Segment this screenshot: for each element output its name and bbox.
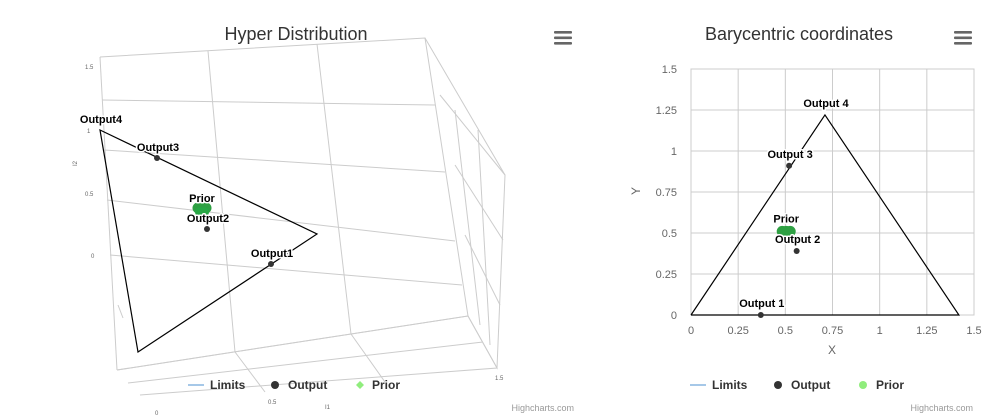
hyper-distribution-svg: Hyper Distribution bbox=[73, 24, 576, 417]
hyper-output3-point[interactable] bbox=[154, 155, 160, 161]
barycentric-legend-output-text: Output bbox=[791, 378, 830, 392]
hyper-legend-prior-icon bbox=[356, 381, 364, 389]
barycentric-title: Barycentric coordinates bbox=[705, 24, 893, 44]
y-tick-label-2: 0.5 bbox=[662, 228, 677, 240]
hyper-xlabel: I1 bbox=[325, 405, 331, 411]
x-tick-label-2: 0.5 bbox=[778, 325, 793, 337]
hyper-output2-label: Output2 bbox=[187, 213, 229, 225]
x-tick-label-5: 1.25 bbox=[916, 325, 937, 337]
right-wall-outline bbox=[424, 37, 506, 370]
hyper-ytick-1: 1 bbox=[87, 129, 91, 135]
barycentric-legend: Limits Output Prior bbox=[690, 378, 904, 392]
hyper-ylabel: I2 bbox=[73, 160, 79, 166]
hyper-limits-triangle bbox=[99, 128, 319, 354]
floor-line-3 bbox=[127, 341, 484, 384]
barycentric-chart: Barycentric coordinates 0 0.25 0.5 0.75 1 1.2… bbox=[629, 0, 1005, 419]
hyper-xtick-0: 0 bbox=[155, 411, 159, 417]
x-tick-label-6: 1.5 bbox=[966, 325, 981, 337]
hyper-xtick-1-5: 1.5 bbox=[495, 376, 504, 382]
hyper-ytick-1-5: 1.5 bbox=[85, 65, 94, 71]
right-wall-diag-2 bbox=[454, 164, 504, 241]
x-tick-label-1: 0.25 bbox=[727, 325, 748, 337]
back-wall-hline-4 bbox=[109, 254, 463, 286]
back-wall-left-edge bbox=[99, 56, 118, 371]
right-wall-diag-1 bbox=[439, 94, 506, 176]
right-wall-vline-2 bbox=[477, 129, 491, 346]
floor-line-2 bbox=[350, 333, 386, 383]
hyper-legend-prior-text: Prior bbox=[372, 378, 400, 392]
barycentric-menu-icon[interactable] bbox=[950, 28, 976, 48]
y-tick-label-1: 0.25 bbox=[656, 269, 677, 281]
output-label-1: Output 1 bbox=[739, 298, 784, 310]
back-wall-vline-2 bbox=[316, 43, 352, 335]
barycentric-plot: 0 0.25 0.5 0.75 1 1.25 1.5 0 0.25 0.5 0.75 1 1.25 1.5… bbox=[656, 64, 982, 337]
prior-label: Prior bbox=[773, 213, 799, 225]
hyper-distribution-title: Hyper Distribution bbox=[224, 24, 367, 44]
hyper-legend-limits-text: Limits bbox=[210, 378, 246, 392]
barycentric-ylabel: Y bbox=[629, 187, 643, 195]
hyper-legend: Limits Output Prior bbox=[188, 378, 400, 392]
hyper-output4-label: Output4 bbox=[80, 114, 123, 126]
hyper-output3-label: Output3 bbox=[137, 142, 179, 154]
output-point-1[interactable] bbox=[757, 312, 764, 318]
barycentric-legend-output-icon bbox=[774, 381, 782, 389]
barycentric-svg: Barycentric coordinates 0 0.25 0.5 0.75 1 1.2… bbox=[629, 24, 982, 413]
hyper-legend-output[interactable]: Output bbox=[271, 378, 327, 392]
output-point-2[interactable] bbox=[793, 248, 800, 255]
hyper-prior-cluster[interactable] bbox=[192, 202, 212, 218]
output-label-4: Output 4 bbox=[803, 98, 849, 110]
y-tick-label-0: 0 bbox=[671, 310, 677, 322]
barycentric-xlabel: X bbox=[828, 343, 836, 357]
barycentric-legend-prior-icon bbox=[859, 381, 867, 389]
x-tick-label-0: 0 bbox=[688, 325, 694, 337]
right-wall-vline-1 bbox=[454, 109, 481, 326]
barycentric-legend-limits[interactable]: Limits bbox=[690, 378, 748, 392]
y-tick-label-5: 1.25 bbox=[656, 105, 677, 117]
y-tick-label-3: 0.75 bbox=[656, 187, 677, 199]
x-tick-label-3: 0.75 bbox=[822, 325, 843, 337]
right-wall-diag-3 bbox=[464, 234, 501, 306]
back-wall-outline bbox=[99, 37, 469, 371]
x-tick-label-4: 1 bbox=[877, 325, 883, 337]
output-point-3[interactable] bbox=[786, 162, 793, 169]
back-wall-hline-3 bbox=[106, 199, 456, 242]
hyper-grid bbox=[99, 37, 506, 396]
hyper-ytick-0: 0 bbox=[91, 254, 95, 260]
hyper-output1-point[interactable] bbox=[268, 261, 274, 267]
hyper-xtick-0-5: 0.5 bbox=[268, 400, 277, 406]
hyper-prior-point-5 bbox=[199, 207, 209, 217]
limits-triangle bbox=[690, 113, 961, 316]
output-label-2: Output 2 bbox=[775, 234, 820, 246]
hyper-menu-icon[interactable] bbox=[550, 28, 576, 48]
hyper-legend-output-icon bbox=[271, 381, 279, 389]
output-label-3: Output 3 bbox=[767, 149, 812, 161]
back-wall-hline-2 bbox=[103, 149, 446, 173]
hyper-legend-prior[interactable]: Prior bbox=[356, 378, 400, 392]
back-wall-hline-1 bbox=[101, 99, 436, 106]
barycentric-legend-limits-text: Limits bbox=[712, 378, 748, 392]
barycentric-credits[interactable]: Highcharts.com bbox=[910, 403, 973, 413]
hyper-legend-output-text: Output bbox=[288, 378, 327, 392]
hyper-output1-label: Output1 bbox=[251, 248, 293, 260]
barycentric-legend-prior[interactable]: Prior bbox=[859, 378, 904, 392]
hyper-output2-point[interactable] bbox=[204, 226, 210, 232]
barycentric-legend-output[interactable]: Output bbox=[774, 378, 830, 392]
y-tick-label-6: 1.5 bbox=[662, 64, 677, 76]
hyper-prior-label: Prior bbox=[189, 193, 215, 205]
prior-point-5[interactable] bbox=[782, 226, 794, 238]
y-tick-label-4: 1 bbox=[671, 146, 677, 158]
hyper-ytick-0-5: 0.5 bbox=[85, 192, 94, 198]
barycentric-legend-prior-text: Prior bbox=[876, 378, 904, 392]
hyper-legend-limits[interactable]: Limits bbox=[188, 378, 246, 392]
hyper-distribution-chart: Hyper Distribution bbox=[73, 24, 576, 417]
floor-line-1 bbox=[234, 351, 266, 393]
hyper-credits[interactable]: Highcharts.com bbox=[511, 403, 574, 413]
hyper-ztick-mark bbox=[117, 304, 124, 319]
